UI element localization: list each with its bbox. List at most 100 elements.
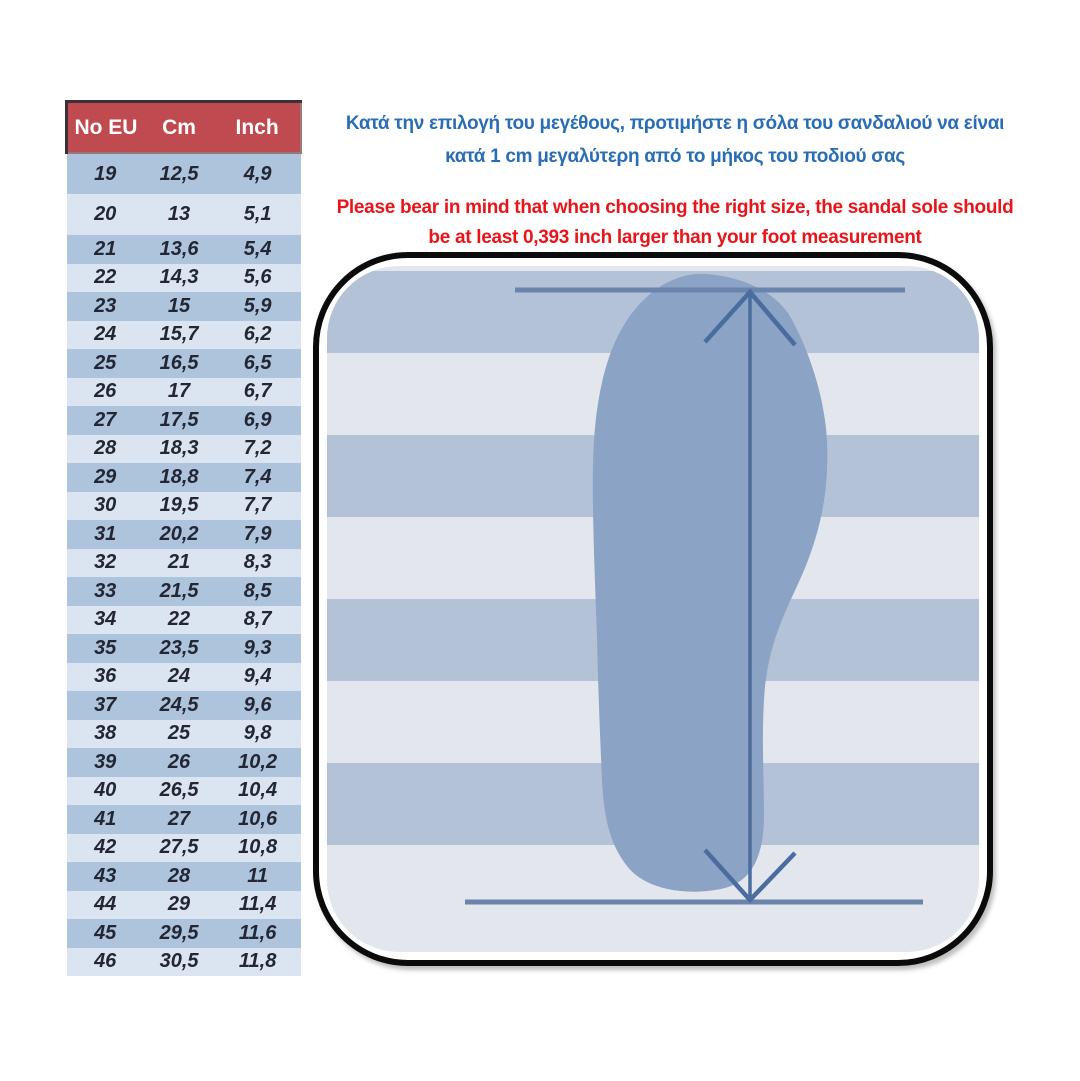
table-row: 37 24,5 9,6 (66, 691, 301, 720)
table-cell: 21 (94, 237, 117, 260)
table-cell: 15,7 (159, 323, 199, 346)
table-cell: 44 (94, 893, 117, 916)
table-cell: 26 (167, 750, 191, 773)
table-cell: 11,6 (238, 921, 277, 944)
table-row: 26 17 6,7 (66, 377, 301, 406)
table-cell: 7,4 (243, 465, 272, 488)
table-cell: 35 (94, 636, 117, 659)
table-cell: 10,8 (238, 836, 278, 859)
table-cell: 9,8 (243, 722, 272, 745)
table-cell: 43 (94, 864, 117, 887)
table-cell: 16,5 (159, 351, 199, 374)
table-row: 42 27,5 10,8 (66, 833, 301, 862)
table-cell: 25 (167, 722, 191, 745)
table-cell: 15 (167, 294, 191, 317)
table-cell: 5,9 (243, 294, 272, 317)
table-cell: 21,5 (159, 579, 199, 602)
table-row: 29 18,8 7,4 (66, 463, 301, 492)
table-cell: 45 (94, 921, 117, 944)
table-cell: 29,5 (159, 921, 199, 944)
table-cell: 19 (94, 162, 117, 185)
table-cell: 10,2 (238, 750, 278, 773)
table-cell: 17 (167, 380, 191, 403)
table-cell: 11,8 (238, 950, 277, 973)
table-row: 43 28 11 (66, 862, 301, 891)
table-cell: 11 (247, 864, 268, 887)
table-cell: 13,6 (159, 237, 199, 260)
table-cell: 23 (94, 294, 117, 317)
table-cell: 7,7 (243, 494, 272, 517)
table-cell: 17,5 (159, 408, 199, 431)
table-row: 40 26,5 10,4 (66, 776, 301, 805)
table-cell: 38 (94, 722, 117, 745)
table-cell: 5,6 (243, 266, 272, 289)
table-row: 31 20,2 7,9 (66, 520, 301, 549)
table-cell: 12,5 (159, 162, 199, 185)
table-cell: 27 (167, 807, 191, 830)
table-row: 45 29,5 11,6 (66, 919, 301, 948)
table-cell: 7,2 (243, 437, 272, 460)
table-row: 39 26 10,2 (66, 748, 301, 777)
table-cell: 5,4 (243, 237, 272, 260)
table-cell: 8,7 (243, 608, 272, 631)
table-row: 21 13,6 5,4 (66, 235, 301, 264)
arrowhead-down-icon (703, 848, 797, 904)
table-cell: 29 (167, 893, 191, 916)
table-cell: 20 (94, 203, 117, 225)
table-cell: 8,5 (243, 579, 272, 602)
table-cell: 29 (94, 465, 117, 488)
table-cell: 24,5 (159, 693, 199, 716)
table-cell: 10,4 (238, 779, 278, 802)
table-cell: 28 (167, 864, 191, 887)
table-cell: 31 (94, 522, 117, 545)
table-row: 44 29 11,4 (66, 890, 301, 919)
table-cell: 6,9 (243, 408, 272, 431)
table-row: 46 30,5 11,8 (66, 947, 301, 976)
table-cell: 14,3 (159, 266, 199, 289)
table-cell: 42 (94, 836, 117, 859)
table-cell: 27 (94, 408, 117, 431)
table-row: 33 21,5 8,5 (66, 577, 301, 606)
table-cell: 9,6 (243, 693, 272, 716)
note-english: Please bear in mind that when choosing t… (295, 193, 1055, 253)
table-row: 30 19,5 7,7 (66, 491, 301, 520)
table-cell: 30 (94, 494, 117, 517)
size-table-body: 19 12,5 4,9 20 13 5,1 21 13,6 5,4 22 14,3 5,6 23 15 5,… (66, 153, 301, 976)
header-cell-cm: Cm (143, 100, 215, 154)
table-cell: 25 (94, 351, 117, 374)
table-cell: 26 (94, 380, 117, 403)
note-english-line-1: Please bear in mind that when choosing t… (336, 197, 1014, 218)
note-greek-line-2: κατά 1 cm μεγαλύτερη από το μήκος του πο… (445, 146, 905, 167)
table-cell: 23,5 (159, 636, 199, 659)
size-table: No EU Cm Inch 19 12,5 4,9 20 13 5,1 21 13,6 5,4 2… (64, 100, 302, 976)
table-cell: 5,1 (243, 203, 272, 225)
table-cell: 20,2 (159, 522, 199, 545)
note-greek: Κατά την επιλογή του μεγέθους, προτιμήστ… (295, 107, 1055, 173)
table-row: 38 25 9,8 (66, 719, 301, 748)
table-cell: 7,9 (243, 522, 272, 545)
table-cell: 22 (167, 608, 191, 631)
table-cell: 41 (94, 807, 117, 830)
table-cell: 46 (94, 950, 117, 973)
table-cell: 27,5 (159, 836, 199, 859)
measure-box-striped-background (327, 266, 979, 952)
table-cell: 19,5 (159, 494, 199, 517)
table-cell: 10,6 (238, 807, 278, 830)
table-cell: 30,5 (159, 950, 199, 973)
note-english-line-2: be at least 0,393 inch larger than your … (428, 227, 922, 248)
table-row: 34 22 8,7 (66, 605, 301, 634)
table-cell: 26,5 (159, 779, 199, 802)
table-row: 22 14,3 5,6 (66, 263, 301, 292)
table-row: 20 13 5,1 (66, 194, 301, 235)
table-cell: 4,9 (243, 162, 272, 185)
table-cell: 22 (94, 266, 117, 289)
table-cell: 37 (94, 693, 117, 716)
table-row: 24 15,7 6,2 (66, 320, 301, 349)
table-cell: 28 (94, 437, 117, 460)
note-greek-line-1: Κατά την επιλογή του μεγέθους, προτιμήστ… (345, 113, 1005, 134)
table-row: 36 24 9,4 (66, 662, 301, 691)
table-cell: 18,3 (159, 437, 199, 460)
foot-sole-shape (592, 273, 828, 892)
size-table-header-row: No EU Cm Inch (64, 100, 302, 154)
arrowhead-up-icon (703, 288, 797, 347)
